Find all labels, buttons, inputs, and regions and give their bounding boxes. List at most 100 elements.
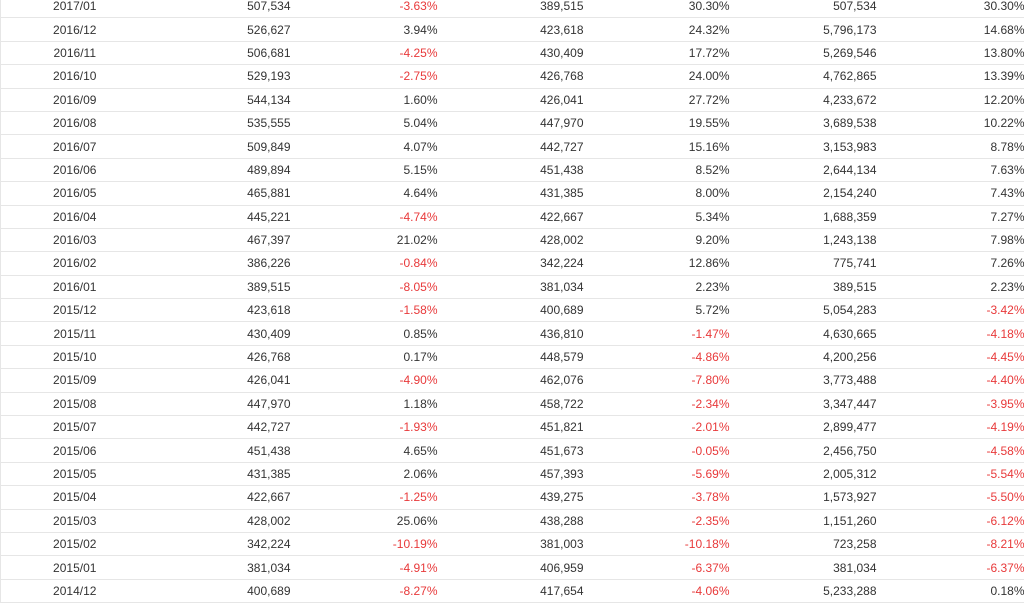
cell-yoy-change: -2.34%: [584, 392, 730, 415]
cell-cumulative-value: 2,899,477: [730, 416, 877, 439]
cell-cumulative-value: 2,644,134: [730, 158, 877, 181]
cell-month: 2015/04: [1, 486, 149, 509]
cell-yoy-change: 2.23%: [584, 275, 730, 298]
cell-yoy-change: -10.18%: [584, 532, 730, 555]
cell-value: 489,894: [149, 158, 291, 181]
cell-month: 2016/09: [1, 88, 149, 111]
cell-cumulative-value: 5,269,546: [730, 41, 877, 64]
cell-value: 535,555: [149, 111, 291, 134]
cell-month: 2016/06: [1, 158, 149, 181]
cell-prev-year-value: 451,438: [438, 158, 584, 181]
cell-value: 431,385: [149, 462, 291, 485]
cell-yoy-change: 8.00%: [584, 182, 730, 205]
cell-yoy-change: -2.35%: [584, 509, 730, 532]
cell-month: 2015/12: [1, 299, 149, 322]
cell-prev-year-value: 381,003: [438, 532, 584, 555]
cell-mom-change: -2.75%: [291, 65, 438, 88]
cell-cumulative-change: -4.45%: [877, 345, 1024, 368]
cell-month: 2015/09: [1, 369, 149, 392]
cell-cumulative-value: 1,243,138: [730, 228, 877, 251]
cell-mom-change: -1.58%: [291, 299, 438, 322]
cell-yoy-change: -6.37%: [584, 556, 730, 579]
cell-yoy-change: 5.34%: [584, 205, 730, 228]
cell-cumulative-value: 1,688,359: [730, 205, 877, 228]
cell-yoy-change: -4.06%: [584, 579, 730, 602]
cell-mom-change: 2.06%: [291, 462, 438, 485]
cell-value: 430,409: [149, 322, 291, 345]
cell-mom-change: 25.06%: [291, 509, 438, 532]
cell-cumulative-value: 4,762,865: [730, 65, 877, 88]
cell-mom-change: -8.05%: [291, 275, 438, 298]
cell-month: 2016/12: [1, 18, 149, 41]
cell-cumulative-value: 4,630,665: [730, 322, 877, 345]
cell-prev-year-value: 406,959: [438, 556, 584, 579]
cell-cumulative-change: 7.43%: [877, 182, 1024, 205]
cell-month: 2015/10: [1, 345, 149, 368]
cell-cumulative-value: 775,741: [730, 252, 877, 275]
cell-value: 507,534: [149, 0, 291, 18]
cell-value: 400,689: [149, 579, 291, 602]
cell-cumulative-change: -5.50%: [877, 486, 1024, 509]
cell-mom-change: -4.74%: [291, 205, 438, 228]
cell-value: 386,226: [149, 252, 291, 275]
cell-yoy-change: -2.01%: [584, 416, 730, 439]
cell-month: 2016/08: [1, 111, 149, 134]
cell-prev-year-value: 417,654: [438, 579, 584, 602]
cell-mom-change: 0.85%: [291, 322, 438, 345]
cell-cumulative-value: 2,005,312: [730, 462, 877, 485]
cell-prev-year-value: 389,515: [438, 0, 584, 18]
cell-yoy-change: -3.78%: [584, 486, 730, 509]
cell-mom-change: 4.65%: [291, 439, 438, 462]
cell-month: 2015/06: [1, 439, 149, 462]
cell-prev-year-value: 381,034: [438, 275, 584, 298]
cell-cumulative-change: -4.58%: [877, 439, 1024, 462]
cell-yoy-change: 17.72%: [584, 41, 730, 64]
cell-yoy-change: 24.00%: [584, 65, 730, 88]
cell-value: 465,881: [149, 182, 291, 205]
cell-month: 2017/01: [1, 0, 149, 18]
cell-prev-year-value: 423,618: [438, 18, 584, 41]
cell-prev-year-value: 457,393: [438, 462, 584, 485]
cell-mom-change: -0.84%: [291, 252, 438, 275]
cell-mom-change: -10.19%: [291, 532, 438, 555]
cell-yoy-change: 19.55%: [584, 111, 730, 134]
cell-prev-year-value: 430,409: [438, 41, 584, 64]
cell-value: 423,618: [149, 299, 291, 322]
cell-cumulative-change: -3.42%: [877, 299, 1024, 322]
cell-mom-change: 1.18%: [291, 392, 438, 415]
cell-yoy-change: 8.52%: [584, 158, 730, 181]
cell-cumulative-change: 30.30%: [877, 0, 1024, 18]
cell-value: 428,002: [149, 509, 291, 532]
cell-value: 467,397: [149, 228, 291, 251]
cell-prev-year-value: 451,821: [438, 416, 584, 439]
cell-yoy-change: 15.16%: [584, 135, 730, 158]
cell-yoy-change: 12.86%: [584, 252, 730, 275]
cell-prev-year-value: 442,727: [438, 135, 584, 158]
cell-cumulative-change: -8.21%: [877, 532, 1024, 555]
cell-cumulative-value: 1,151,260: [730, 509, 877, 532]
cell-mom-change: -4.90%: [291, 369, 438, 392]
cell-mom-change: 3.94%: [291, 18, 438, 41]
cell-cumulative-value: 3,153,983: [730, 135, 877, 158]
cell-cumulative-change: -6.37%: [877, 556, 1024, 579]
cell-yoy-change: -0.05%: [584, 439, 730, 462]
cell-mom-change: -4.25%: [291, 41, 438, 64]
cell-yoy-change: -1.47%: [584, 322, 730, 345]
cell-mom-change: -3.63%: [291, 0, 438, 18]
cell-month: 2016/02: [1, 252, 149, 275]
cell-cumulative-change: 12.20%: [877, 88, 1024, 111]
cell-month: 2014/12: [1, 579, 149, 602]
cell-prev-year-value: 400,689: [438, 299, 584, 322]
cell-cumulative-value: 723,258: [730, 532, 877, 555]
cell-cumulative-value: 4,233,672: [730, 88, 877, 111]
